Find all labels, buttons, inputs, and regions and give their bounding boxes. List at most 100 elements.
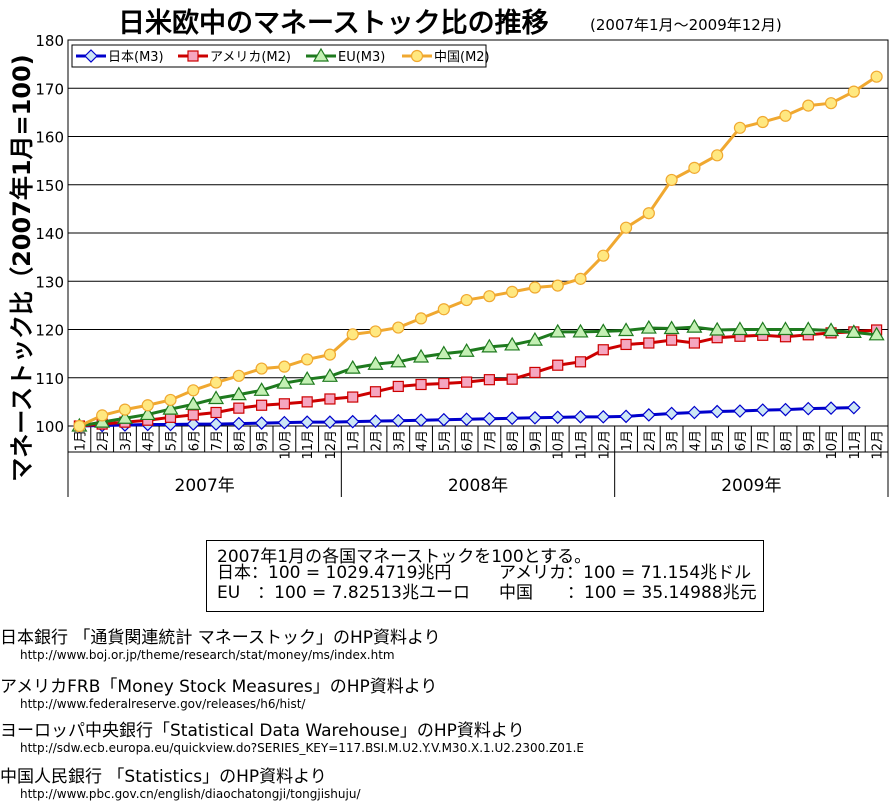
- y-tick-labels: 100 110 120 130 140 150 160 170 180: [35, 32, 64, 436]
- x-tick-label: 6月: [187, 430, 202, 451]
- x-tick-label: 12月: [597, 430, 612, 460]
- x-tick-label: 9月: [529, 430, 544, 451]
- data-point: [414, 312, 428, 325]
- y-tick-label: 160: [35, 129, 64, 147]
- source-url[interactable]: http://sdw.ecb.europa.eu/quickview.do?SE…: [20, 741, 584, 755]
- data-point: [688, 161, 701, 174]
- x-tick-label: 4月: [142, 430, 157, 451]
- data-point: [756, 115, 769, 129]
- legend: 日本(M3) アメリカ(M2) EU(M3) 中国(M2): [71, 44, 490, 68]
- y-tick-label: 130: [35, 273, 64, 291]
- chart-subtitle: (2007年1月～2009年12月): [590, 16, 782, 34]
- x-tick-label: 9月: [802, 430, 817, 451]
- data-point: [731, 321, 748, 336]
- data-point: [481, 338, 498, 353]
- data-point: [868, 326, 885, 341]
- x-tick-label: 5月: [438, 430, 453, 451]
- data-point: [139, 406, 156, 421]
- data-point: [460, 293, 473, 307]
- data-point: [230, 386, 247, 401]
- data-point: [777, 321, 794, 336]
- note-eu: EU ：100 = 7.82513兆ユーロ: [217, 583, 470, 603]
- data-point: [870, 70, 883, 83]
- data-point: [800, 321, 817, 336]
- data-point: [367, 356, 384, 370]
- data-point: [847, 85, 860, 98]
- series-lines: [71, 70, 885, 433]
- data-point: [301, 396, 313, 408]
- data-point: [846, 400, 861, 415]
- data-point: [164, 393, 177, 407]
- data-point: [209, 417, 223, 431]
- data-point: [574, 272, 587, 285]
- x-tick-label: 8月: [506, 430, 521, 451]
- source-url[interactable]: http://www.pbc.gov.cn/english/diaochaton…: [20, 787, 361, 801]
- data-point: [162, 400, 179, 415]
- data-point: [619, 221, 633, 234]
- x-tick-label: 5月: [711, 430, 726, 451]
- data-point: [483, 290, 496, 303]
- data-point: [755, 403, 770, 417]
- data-point: [666, 334, 678, 346]
- data-point: [824, 97, 838, 110]
- data-point: [414, 413, 428, 428]
- legend-label: 日本(M3): [108, 50, 164, 65]
- data-point: [209, 376, 223, 389]
- data-point: [369, 386, 382, 398]
- data-point: [438, 377, 450, 390]
- data-point: [618, 322, 635, 337]
- legend-label: 中国(M2): [434, 50, 490, 65]
- source-url[interactable]: http://www.federalreserve.gov/releases/h…: [20, 697, 306, 711]
- data-point: [256, 399, 268, 411]
- legend-item: EU(M3): [306, 47, 385, 65]
- grid-lines: [67, 39, 889, 427]
- data-point: [824, 401, 838, 415]
- data-point: [278, 360, 291, 373]
- x-tick-label: 3月: [666, 430, 681, 451]
- data-point: [504, 336, 521, 351]
- data-point: [596, 409, 611, 424]
- x-tick-label: 12月: [324, 430, 339, 460]
- data-point: [778, 402, 793, 417]
- x-axis: 1月 2月 3月 4月 5月 6月 7月 8月 9月 10月 11月 12月 1月 2月 3月 4月 5月 6月 7…: [67, 426, 889, 497]
- source-url[interactable]: http://www.boj.or.jp/theme/research/stat…: [20, 648, 395, 662]
- note-line: 2007年1月の各国マネーストックを100とする。: [217, 547, 592, 567]
- y-tick-label: 180: [35, 32, 64, 50]
- data-point: [663, 320, 680, 335]
- data-point: [392, 380, 404, 393]
- data-point: [709, 321, 726, 336]
- data-point: [779, 109, 792, 122]
- data-point: [528, 410, 542, 425]
- series-4: [73, 70, 883, 433]
- data-point: [118, 403, 132, 416]
- data-point: [415, 378, 427, 391]
- source-pbc: 中国人民銀行 「Statistics」のHP資料より http://www.pb…: [0, 767, 361, 802]
- legend-item: アメリカ(M2): [178, 50, 291, 65]
- data-point: [255, 362, 268, 375]
- x-tick-label: 1月: [73, 430, 88, 451]
- note-japan: 日本：100 = 1029.4719兆円: [217, 563, 452, 583]
- year-label: 2008年: [448, 476, 508, 496]
- x-tick-label: 3月: [392, 430, 407, 451]
- x-tick-label: 2月: [370, 430, 385, 451]
- data-point: [552, 359, 564, 371]
- y-tick-label: 110: [35, 370, 64, 388]
- data-point: [345, 414, 360, 429]
- data-point: [620, 338, 632, 351]
- data-point: [686, 318, 703, 333]
- x-tick-label: 5月: [165, 430, 180, 451]
- data-point: [185, 396, 202, 410]
- data-point: [84, 49, 98, 63]
- data-point: [506, 285, 519, 298]
- data-point: [312, 47, 330, 62]
- legend-label: アメリカ(M2): [210, 50, 291, 65]
- data-point: [823, 322, 840, 337]
- data-point: [276, 374, 293, 389]
- data-point: [210, 406, 222, 419]
- data-point: [233, 402, 245, 414]
- data-point: [461, 376, 473, 388]
- data-point: [572, 323, 589, 338]
- series-3: [71, 318, 885, 432]
- data-point: [187, 384, 200, 397]
- data-point: [845, 324, 862, 338]
